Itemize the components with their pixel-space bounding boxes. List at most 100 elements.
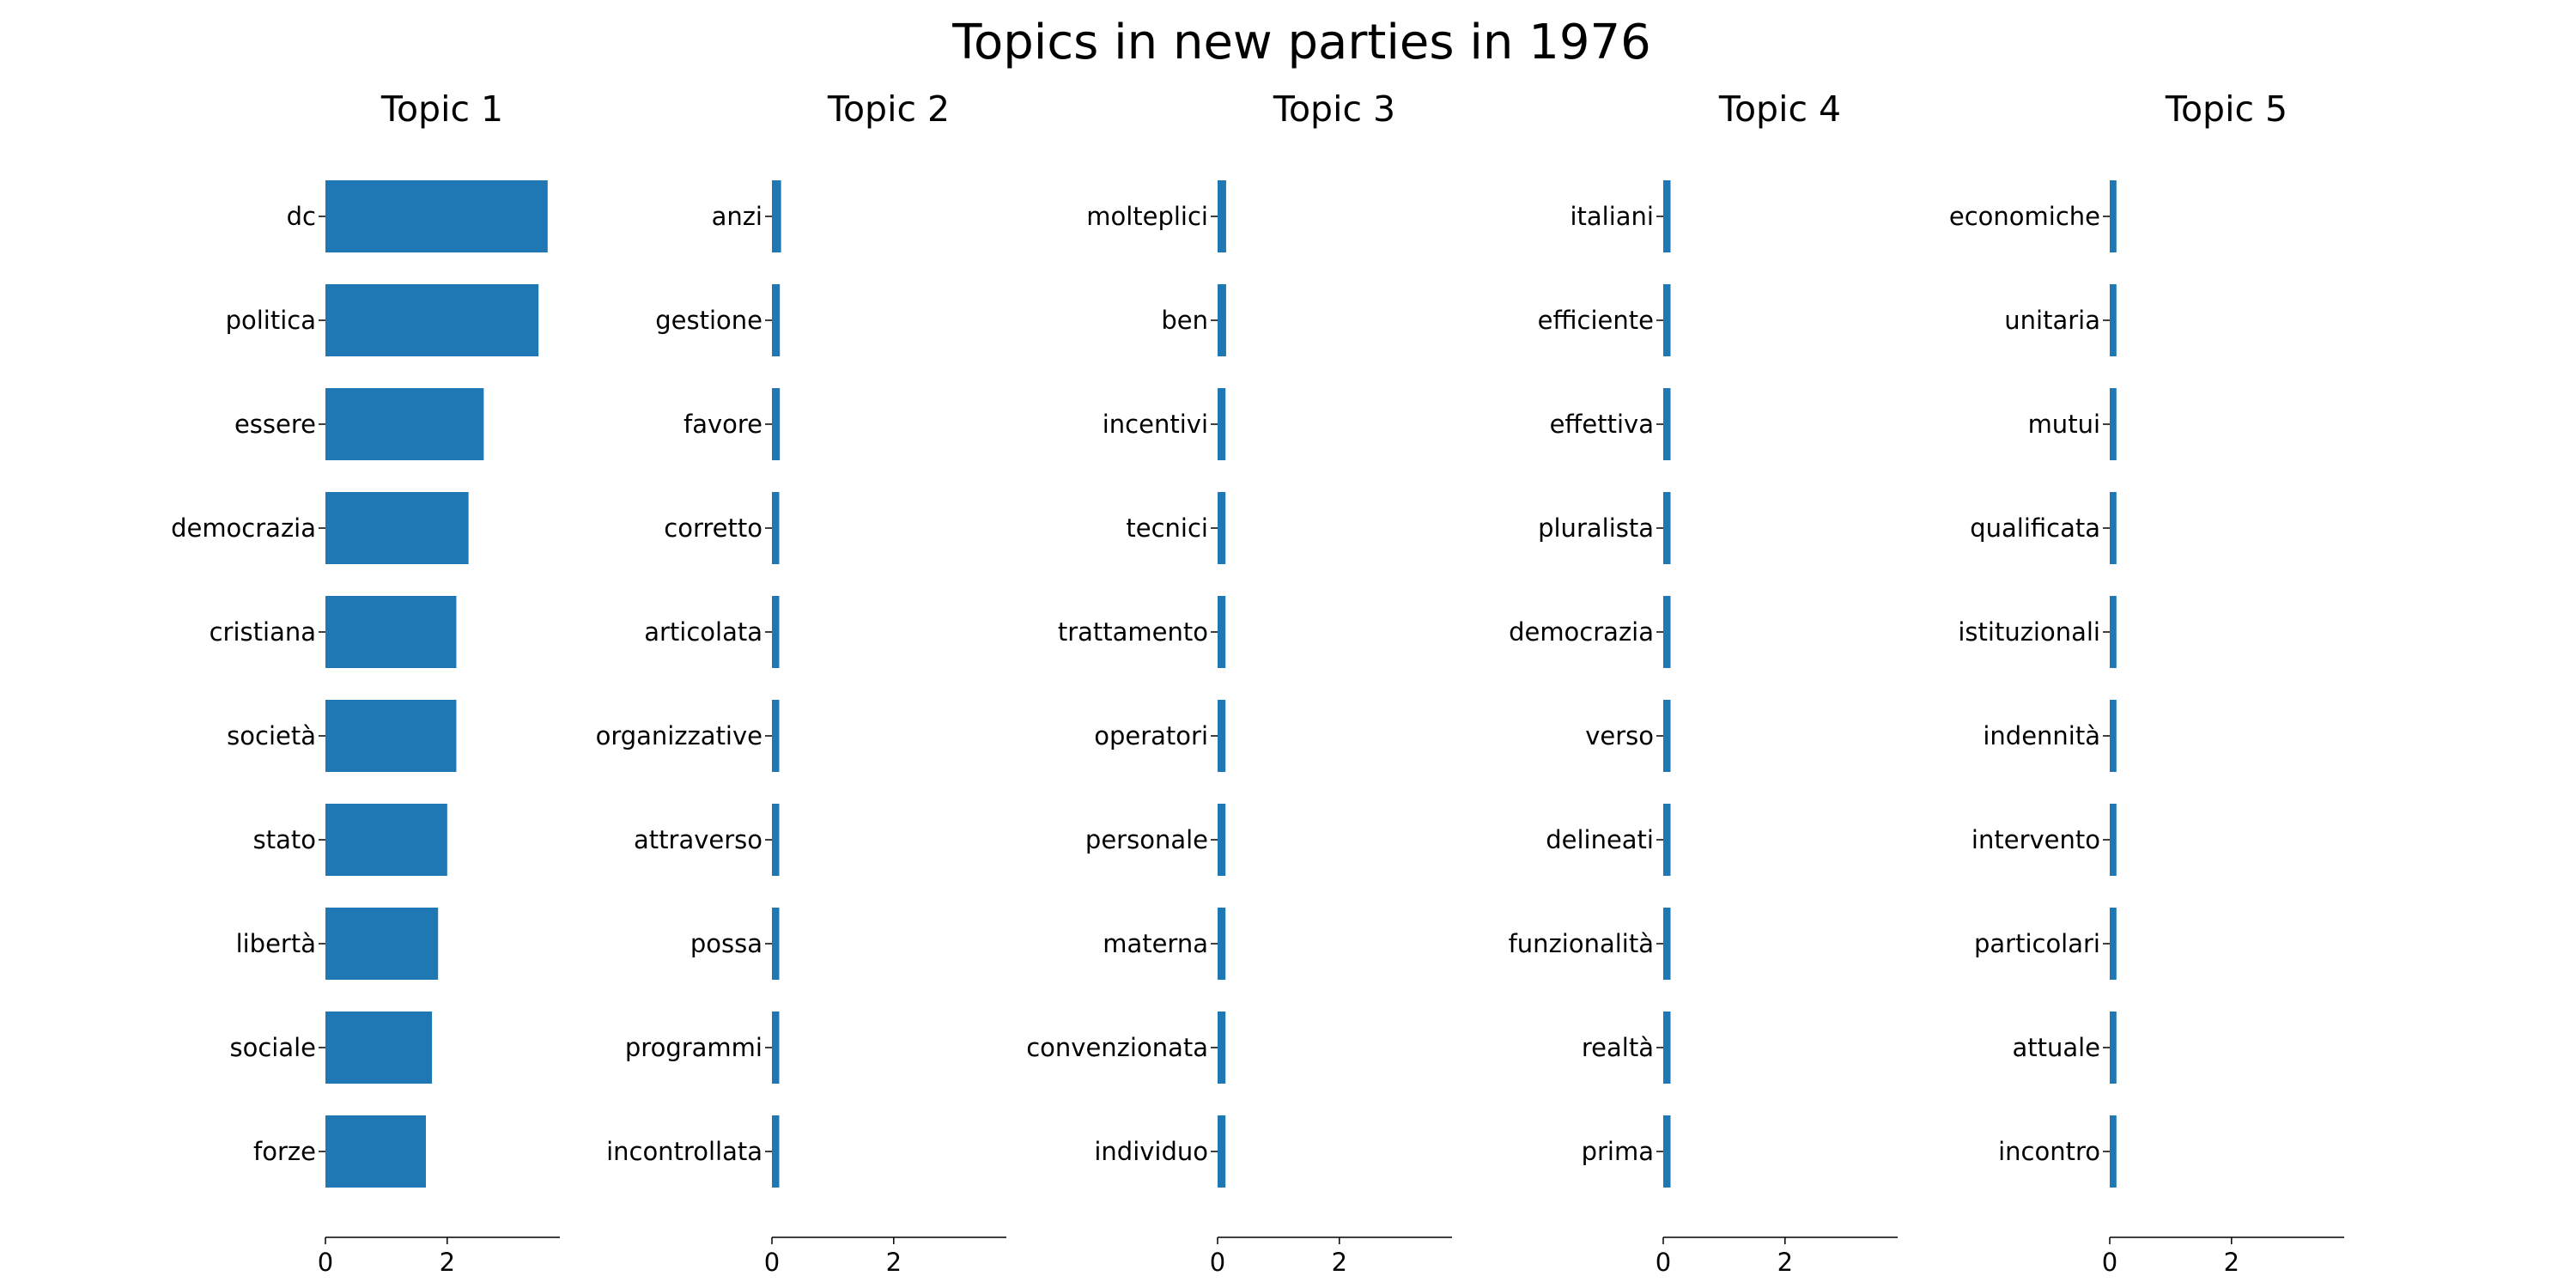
bar <box>1218 180 1226 252</box>
bar <box>772 388 781 460</box>
y-tick-label: indennità <box>1983 721 2100 750</box>
y-tick-label: attuale <box>2012 1033 2100 1062</box>
bar <box>1663 492 1671 564</box>
bar <box>772 700 780 772</box>
y-tick-label: verso <box>1585 721 1654 750</box>
y-tick-label: favore <box>683 410 762 439</box>
y-tick-label: ben <box>1161 306 1208 335</box>
y-tick-label: organizzative <box>596 721 762 750</box>
y-tick-label: forze <box>253 1137 316 1166</box>
y-tick-label: economiche <box>1949 202 2100 231</box>
y-tick-label: incontrollata <box>606 1137 762 1166</box>
y-tick-label: unitaria <box>2004 306 2100 335</box>
topic-panel-3: Topic 3 molteplici ben incentivi tecnici trat… <box>1026 88 1452 1277</box>
subplot-title: Topic 1 <box>380 88 503 130</box>
bar <box>772 1012 780 1084</box>
bar <box>325 908 439 980</box>
bar <box>772 492 780 564</box>
topic-panel-2: Topic 2 anzi gestione favore corretto articol… <box>596 88 1006 1277</box>
y-tick-label: incentivi <box>1103 410 1208 439</box>
bar <box>325 492 469 564</box>
bar <box>325 388 484 460</box>
subplot-title: Topic 3 <box>1273 88 1395 130</box>
y-tick-label: efficiente <box>1538 306 1654 335</box>
y-tick-label: tecnici <box>1126 513 1208 543</box>
y-tick-label: convenzionata <box>1026 1033 1208 1062</box>
y-tick-label: realtà <box>1582 1033 1654 1062</box>
y-tick-label: politica <box>226 306 316 335</box>
y-tick-label: pluralista <box>1538 513 1654 543</box>
bar <box>1218 596 1226 668</box>
bar <box>325 596 457 668</box>
bar <box>1218 388 1226 460</box>
y-tick-label: possa <box>690 929 762 958</box>
bar <box>772 1115 780 1188</box>
y-tick-label: trattamento <box>1058 617 1208 647</box>
bar <box>325 804 447 876</box>
y-tick-label: istituzionali <box>1958 617 2100 647</box>
bar <box>1218 284 1226 356</box>
chart-title: Topics in new parties in 1976 <box>951 15 1650 70</box>
y-tick-label: materna <box>1103 929 1208 958</box>
y-tick-label: libertà <box>236 929 316 958</box>
bar <box>2110 1115 2117 1188</box>
y-tick-label: italiani <box>1570 202 1654 231</box>
y-tick-label: individuo <box>1094 1137 1208 1166</box>
x-tick-label: 2 <box>1332 1248 1347 1277</box>
y-tick-label: prima <box>1582 1137 1654 1166</box>
y-tick-label: molteplici <box>1086 202 1208 231</box>
y-tick-label: programmi <box>625 1033 762 1062</box>
bar <box>2110 596 2117 668</box>
bar <box>2110 700 2117 772</box>
topic-panel-4: Topic 4 italiani efficiente effettiva plural… <box>1509 88 1898 1277</box>
topic-panel-1: Topic 1 dc politica essere democrazia cristia… <box>171 88 560 1277</box>
x-tick-label: 0 <box>1210 1248 1225 1277</box>
subplot-title: Topic 5 <box>2165 88 2287 130</box>
x-tick-label: 0 <box>2102 1248 2117 1277</box>
y-tick-label: società <box>227 721 316 750</box>
x-tick-label: 0 <box>318 1248 333 1277</box>
y-tick-label: democrazia <box>1509 617 1654 647</box>
y-tick-label: attraverso <box>634 825 762 854</box>
x-tick-label: 0 <box>764 1248 780 1277</box>
bar <box>1218 908 1226 980</box>
bar <box>1663 180 1671 252</box>
bar <box>325 700 457 772</box>
y-tick-label: delineati <box>1546 825 1654 854</box>
subplot-title: Topic 4 <box>1718 88 1841 130</box>
bar <box>1663 284 1671 356</box>
bar <box>2110 180 2117 252</box>
bar <box>325 284 539 356</box>
y-tick-label: qualificata <box>1970 513 2100 543</box>
bar <box>1663 804 1671 876</box>
bar <box>2110 804 2117 876</box>
bar <box>2110 908 2117 980</box>
bar <box>2110 1012 2117 1084</box>
topic-panel-5: Topic 5 economiche unitaria mutui qualificat… <box>1949 88 2344 1277</box>
bar <box>1218 1012 1226 1084</box>
y-tick-label: dc <box>287 202 316 231</box>
y-tick-label: funzionalità <box>1509 929 1654 958</box>
bar <box>772 596 780 668</box>
y-tick-label: stato <box>253 825 316 854</box>
y-tick-label: essere <box>234 410 316 439</box>
bar <box>1663 1012 1671 1084</box>
y-tick-label: incontro <box>1998 1137 2100 1166</box>
bar <box>1663 700 1671 772</box>
bar <box>1663 596 1671 668</box>
y-tick-label: articolata <box>644 617 762 647</box>
y-tick-label: democrazia <box>171 513 316 543</box>
x-tick-label: 2 <box>440 1248 455 1277</box>
bar <box>2110 492 2117 564</box>
bar <box>325 1115 426 1188</box>
bar <box>2110 388 2117 460</box>
bar <box>1218 804 1226 876</box>
y-tick-label: mutui <box>2028 410 2100 439</box>
bar <box>1218 700 1226 772</box>
bar <box>772 804 780 876</box>
y-tick-label: sociale <box>229 1033 316 1062</box>
bar <box>772 180 781 252</box>
x-tick-label: 2 <box>1777 1248 1793 1277</box>
bar <box>325 1012 433 1084</box>
